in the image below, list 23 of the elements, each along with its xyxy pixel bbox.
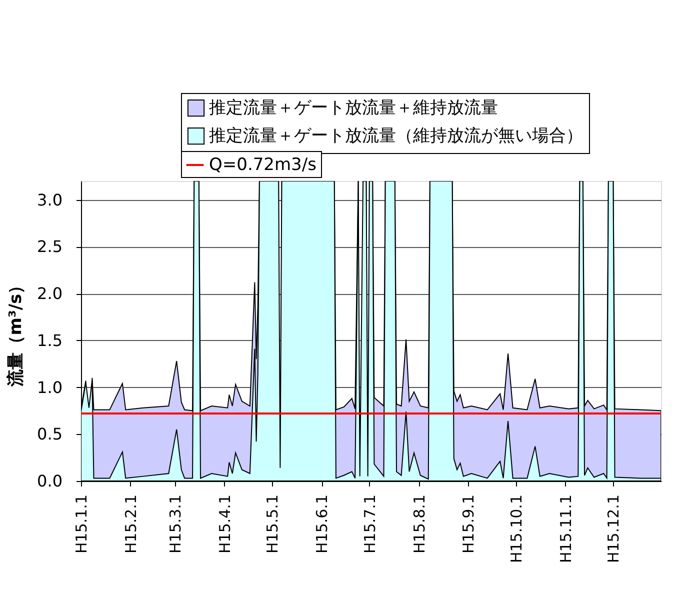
legend-label: Q=0.72m3/s: [209, 155, 317, 175]
y-tick-label: 2.0: [37, 284, 62, 303]
x-tick-label: H15.5.1: [264, 494, 282, 554]
x-tick-label: H15.11.1: [556, 494, 575, 564]
x-tick-label: H15.7.1: [360, 494, 379, 554]
x-tick-label: H15.12.1: [604, 494, 623, 564]
x-tick-label: H15.10.1: [508, 494, 526, 564]
y-tick-label: 0.0: [37, 472, 62, 490]
x-tick-label: H15.6.1: [313, 494, 332, 554]
y-tick-label: 1.5: [37, 330, 62, 350]
x-tick-label: H15.4.1: [216, 494, 234, 554]
x-tick-label: H15.3.1: [166, 494, 185, 554]
y-tick-label: 0.5: [37, 424, 62, 444]
x-tick-label: H15.2.1: [122, 494, 140, 554]
y-tick-label: 1.0: [37, 378, 62, 397]
y-tick-label: 2.5: [37, 237, 62, 256]
y-axis-title: 流量（m³/s）: [6, 276, 26, 388]
x-tick-label: H15.9.1: [460, 494, 478, 554]
x-tick-label: H15.8.1: [410, 494, 428, 554]
legend-label: 推定流量＋ゲート放流量＋維持放流量: [209, 98, 498, 118]
legend-label: 推定流量＋ゲート放流量（維持放流が無い場合）: [209, 126, 583, 146]
x-tick-label: H15.1.1: [72, 494, 90, 554]
y-tick-label: 3.0: [37, 190, 62, 210]
